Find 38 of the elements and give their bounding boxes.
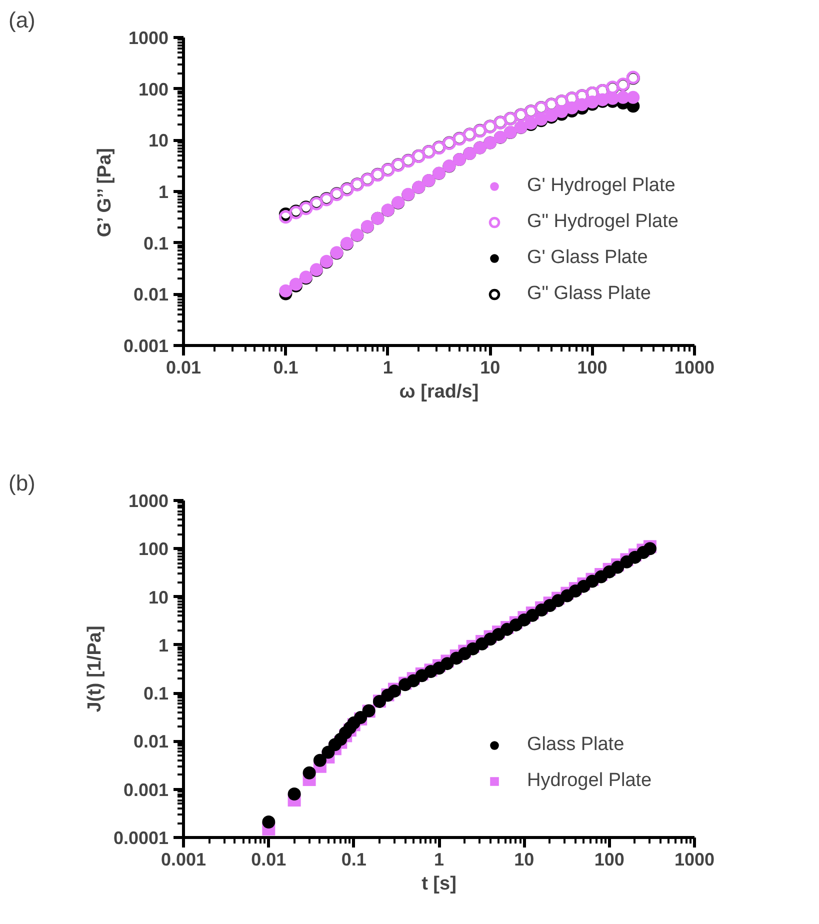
legend-label: Glass Plate: [527, 734, 626, 756]
y-tick-label: 0.01: [133, 732, 169, 752]
y-tick-label: 100: [138, 79, 169, 100]
legend-label: Hydrogel Plate: [527, 770, 653, 792]
x-tick-label: 100: [594, 850, 624, 870]
y-axis-title: J(t) [1/Pa]: [84, 626, 106, 712]
x-tick-label: 1000: [674, 850, 715, 870]
x-axis-title: t [s]: [422, 874, 456, 894]
y-tick-label: 0.1: [143, 684, 169, 704]
y-tick-label: 1000: [128, 28, 169, 48]
y-tick-label: 10: [148, 587, 169, 608]
text: (a): [8, 8, 36, 32]
y-tick-label: 0.001: [123, 780, 169, 800]
x-tick-label: 0.1: [273, 358, 298, 378]
y-tick-label: 0.1: [143, 233, 169, 254]
legend-label: G' Hydrogel Plate: [527, 175, 676, 197]
legend-label: G" Hydrogel Plate: [527, 211, 680, 233]
y-tick-label: 10: [148, 130, 169, 151]
x-tick-label: 1: [382, 358, 393, 378]
x-tick-label: 1: [434, 850, 444, 870]
x-tick-label: 0.1: [341, 850, 366, 870]
x-axis-title: ω [rad/s]: [399, 382, 479, 402]
x-tick-label: 10: [480, 358, 500, 378]
legend-label: G" Glass Plate: [527, 283, 652, 305]
x-tick-label: 10: [514, 850, 534, 870]
y-tick-label: 0.01: [133, 284, 169, 305]
y-tick-label: 0.001: [123, 336, 169, 356]
x-tick-label: 1000: [674, 358, 715, 378]
x-tick-label: 100: [577, 358, 608, 378]
y-tick-label: 1: [158, 182, 169, 202]
y-tick-label: 1: [158, 635, 169, 656]
y-tick-label: 1000: [128, 491, 169, 511]
x-tick-label: 0.01: [251, 850, 286, 870]
y-tick-label: 100: [138, 539, 169, 560]
legend-label: G' Glass Plate: [527, 247, 649, 269]
y-axis-title: G’ G’’ [Pa]: [94, 148, 116, 238]
y-tick-label: 0.0001: [113, 828, 169, 848]
text: (b): [8, 470, 36, 496]
